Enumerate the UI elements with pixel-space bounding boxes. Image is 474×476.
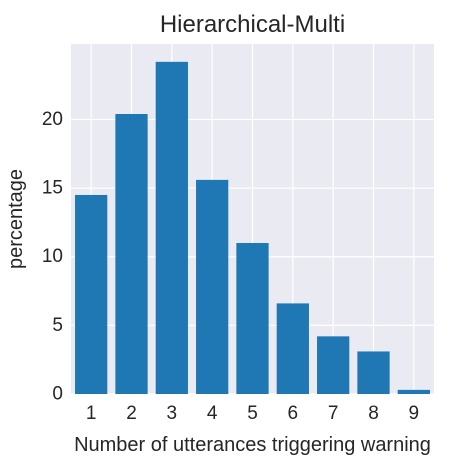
- bar-9: [397, 389, 430, 394]
- bar-3: [155, 61, 188, 394]
- x-tick-label: 6: [288, 403, 299, 424]
- bar-6: [276, 303, 309, 394]
- y-tick-labels: 0 5 10 15 20: [42, 109, 63, 405]
- bar-7: [317, 336, 350, 394]
- x-tick-labels: 1 2 3 4 5 6 7 8 9: [86, 403, 419, 424]
- y-tick-label: 15: [42, 178, 63, 199]
- y-tick-label: 20: [42, 109, 63, 130]
- x-tick-label: 2: [126, 403, 137, 424]
- bar-8: [357, 351, 390, 394]
- y-tick-label: 0: [52, 384, 63, 405]
- x-tick-label: 8: [368, 403, 379, 424]
- bar-1: [75, 194, 108, 394]
- chart-title: Hierarchical-Multi: [160, 11, 345, 38]
- x-tick-label: 1: [86, 403, 97, 424]
- y-tick-label: 10: [42, 246, 63, 267]
- bar-5: [236, 243, 269, 394]
- x-tick-label: 5: [247, 403, 258, 424]
- x-tick-label: 3: [167, 403, 178, 424]
- x-tick-label: 7: [328, 403, 339, 424]
- x-tick-label: 9: [409, 403, 420, 424]
- x-axis-label: Number of utterances triggering warning: [74, 434, 431, 456]
- x-tick-label: 4: [207, 403, 218, 424]
- bar-2: [115, 114, 148, 394]
- y-tick-label: 5: [52, 315, 63, 336]
- bar-4: [196, 179, 229, 394]
- y-axis-label: percentage: [5, 169, 27, 269]
- bars: [75, 61, 430, 394]
